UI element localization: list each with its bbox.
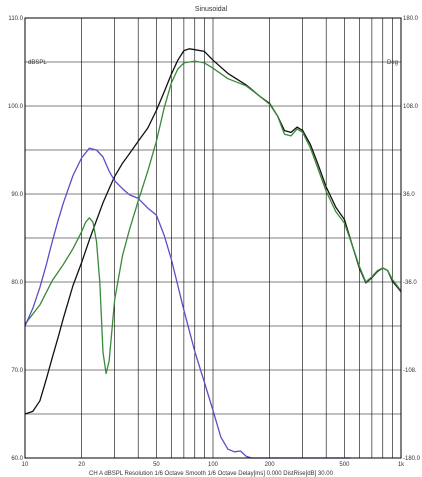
right-y-tick-label: -108. xyxy=(403,368,417,374)
left-y-tick-label: 70.0 xyxy=(11,368,23,374)
x-tick-label: 10 xyxy=(22,462,29,468)
right-y-tick-label: -36.0 xyxy=(403,280,417,286)
left-y-tick-label: 90.0 xyxy=(11,192,23,198)
plot-frame xyxy=(24,17,402,459)
axis-labels: 10 20 50 100 200 500 1k 110.0 100.0 90.0 80.0 70.0 6… xyxy=(8,16,421,468)
series-line xyxy=(24,60,402,375)
left-y-tick-label: 110.0 xyxy=(8,16,23,22)
right-y-tick-label: -180.0 xyxy=(403,456,421,462)
grid xyxy=(25,18,401,458)
x-tick-label: 20 xyxy=(78,462,85,468)
x-tick-label: 200 xyxy=(265,462,276,468)
right-y-tick-label: 108.0 xyxy=(403,104,419,110)
right-y-tick-label: 36.0 xyxy=(403,192,415,198)
left-y-tick-label: 100.0 xyxy=(8,104,24,110)
left-y-tick-label: 60.0 xyxy=(11,456,23,462)
right-axis-unit: Deg xyxy=(387,60,398,66)
x-tick-label: 1k xyxy=(398,462,405,468)
left-y-tick-label: 80.0 xyxy=(11,280,23,286)
x-tick-label: 500 xyxy=(339,462,350,468)
x-tick-label: 100 xyxy=(208,462,219,468)
chart-footer: CH A dBSPL Resolution 1/6 Octave Smooth … xyxy=(89,471,334,477)
right-y-tick-label: 180.0 xyxy=(403,16,419,22)
x-tick-label: 50 xyxy=(153,462,160,468)
series-line xyxy=(24,147,351,459)
left-axis-unit: dBSPL xyxy=(28,60,47,66)
chart-title: Sinusoidal xyxy=(195,6,228,13)
